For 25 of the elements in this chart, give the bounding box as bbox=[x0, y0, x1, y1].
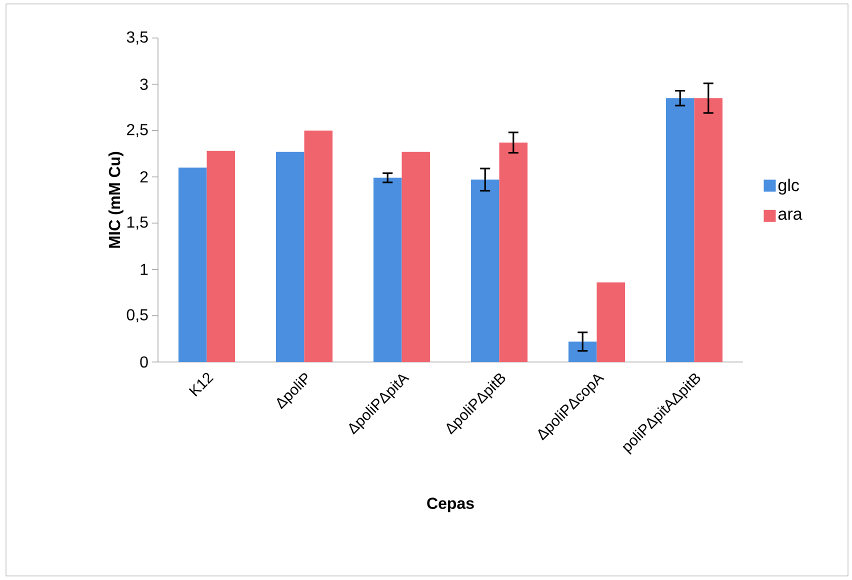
bar bbox=[470, 180, 500, 362]
bar bbox=[694, 98, 723, 362]
bar bbox=[304, 130, 333, 362]
legend-label: ara bbox=[778, 210, 802, 220]
y-tick-label: 0,5 bbox=[126, 309, 148, 322]
y-tick-label: 3 bbox=[140, 78, 148, 90]
y-tick-label: 2 bbox=[140, 171, 148, 182]
y-tick-label: 1 bbox=[140, 264, 148, 275]
bar bbox=[499, 142, 528, 362]
y-tick-label: 2,5 bbox=[127, 124, 148, 138]
bar bbox=[568, 342, 597, 362]
bar bbox=[178, 168, 207, 362]
y-tick-label: 0 bbox=[140, 356, 148, 368]
bar bbox=[373, 178, 402, 362]
x-tick-label: K12 bbox=[188, 372, 214, 397]
bar bbox=[402, 152, 430, 362]
y-axis-title: MIC (mM Cu) bbox=[108, 152, 124, 248]
bar bbox=[666, 98, 694, 362]
x-axis-title: Cepas bbox=[427, 498, 474, 512]
bar bbox=[206, 150, 236, 362]
legend-label: glc bbox=[778, 178, 800, 195]
bar bbox=[596, 282, 626, 362]
y-tick-label: 1,5 bbox=[127, 216, 148, 230]
bar bbox=[276, 152, 304, 362]
y-tick-label: 3,5 bbox=[126, 31, 148, 45]
